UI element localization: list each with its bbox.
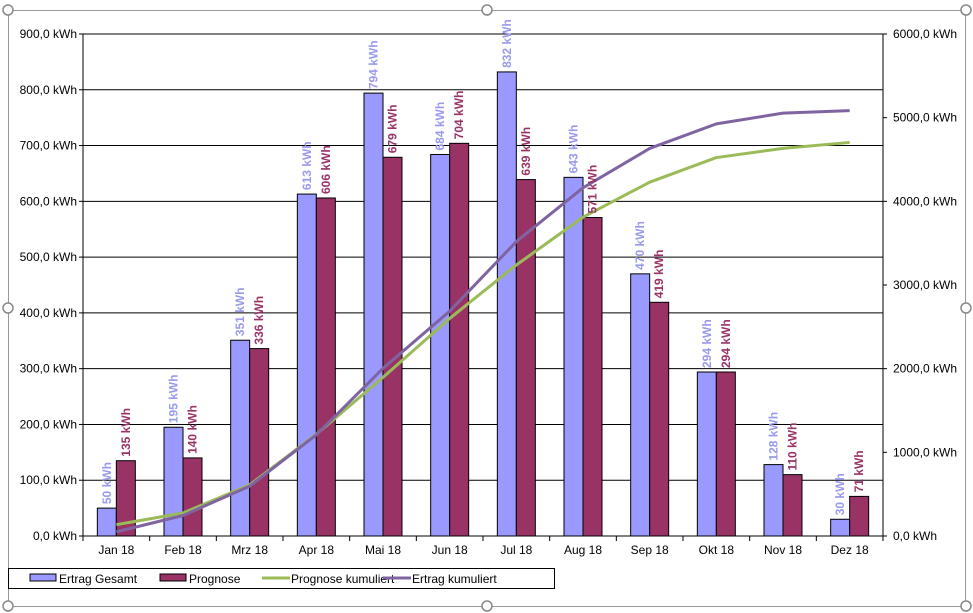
y-left-tick-label: 300,0 kWh xyxy=(20,362,77,376)
data-label: 110 kWh xyxy=(786,423,800,471)
bar-prognose xyxy=(449,142,470,537)
bar-ertrag-gesamt xyxy=(763,464,784,537)
y-left-tick-label: 400,0 kWh xyxy=(20,306,77,320)
bar-prognose xyxy=(649,301,670,537)
bar-ertrag-gesamt xyxy=(696,371,717,537)
data-label: 794 kWh xyxy=(367,40,381,89)
data-label: 704 kWh xyxy=(452,91,466,140)
y-left-tick-label: 800,0 kWh xyxy=(20,83,77,97)
x-tick-label: Jul 18 xyxy=(500,543,532,557)
x-tick-label: Mai 18 xyxy=(365,543,401,557)
data-label: 195 kWh xyxy=(167,375,181,424)
data-label: 71 kWh xyxy=(852,450,866,492)
resize-handle[interactable] xyxy=(960,4,972,16)
bar-ertrag-gesamt xyxy=(496,71,517,537)
y-right-tick-label: 3000,0 kWh xyxy=(893,278,957,292)
x-tick-label: Nov 18 xyxy=(764,543,802,557)
y-right-tick-label: 2000,0 kWh xyxy=(893,362,957,376)
resize-handle[interactable] xyxy=(960,600,972,612)
legend-swatch xyxy=(159,573,187,582)
data-label: 294 kWh xyxy=(719,319,733,368)
y-left-tick-label: 200,0 kWh xyxy=(20,417,77,431)
bar-ertrag-gesamt xyxy=(630,273,651,537)
resize-handle[interactable] xyxy=(481,4,493,16)
x-tick-label: Dez 18 xyxy=(831,543,869,557)
y-left-tick-label: 600,0 kWh xyxy=(20,194,77,208)
y-left-tick-label: 500,0 kWh xyxy=(20,250,77,264)
bar-ertrag-gesamt xyxy=(296,193,317,537)
y-left-tick-label: 900,0 kWh xyxy=(20,27,77,41)
y-right-tick-label: 5000,0 kWh xyxy=(893,111,957,125)
bar-prognose xyxy=(115,460,136,537)
bar-prognose xyxy=(382,156,403,537)
bar-ertrag-gesamt xyxy=(563,176,584,537)
y-right-tick-label: 6000,0 kWh xyxy=(893,27,957,41)
bar-prognose xyxy=(249,348,270,537)
x-tick-label: Sep 18 xyxy=(631,543,669,557)
y-right-tick-label: 1000,0 kWh xyxy=(893,445,957,459)
y-left-tick-label: 0,0 kWh xyxy=(33,529,77,543)
data-label: 679 kWh xyxy=(386,105,400,154)
data-label: 639 kWh xyxy=(519,127,533,176)
y-right-tick-label: 4000,0 kWh xyxy=(893,194,957,208)
bar-ertrag-gesamt xyxy=(363,92,384,537)
x-tick-label: Feb 18 xyxy=(164,543,202,557)
data-label: 336 kWh xyxy=(252,296,266,345)
data-label: 684 kWh xyxy=(433,102,447,151)
resize-handle[interactable] xyxy=(481,600,493,612)
bar-prognose xyxy=(182,457,203,537)
resize-handle[interactable] xyxy=(2,600,14,612)
bar-prognose xyxy=(715,371,736,537)
data-label: 50 kWh xyxy=(100,462,114,504)
data-label: 470 kWh xyxy=(633,221,647,270)
line-ertrag-kumuliert xyxy=(115,109,850,534)
bar-prognose xyxy=(782,474,803,537)
legend-label: Ertrag kumuliert xyxy=(412,572,497,586)
x-tick-label: Aug 18 xyxy=(564,543,602,557)
data-label: 135 kWh xyxy=(119,408,133,457)
bar-prognose xyxy=(849,495,870,537)
data-label: 128 kWh xyxy=(767,412,781,461)
bar-prognose xyxy=(315,197,336,537)
data-label: 832 kWh xyxy=(500,19,514,68)
y-right-tick-label: 0,0 kWh xyxy=(893,529,937,543)
y-left-tick-label: 100,0 kWh xyxy=(20,473,77,487)
data-label: 30 kWh xyxy=(833,473,847,515)
resize-handle[interactable] xyxy=(960,302,972,314)
resize-handle[interactable] xyxy=(2,4,14,16)
data-label: 351 kWh xyxy=(233,288,247,337)
data-label: 606 kWh xyxy=(319,145,333,194)
x-tick-label: Jun 18 xyxy=(432,543,468,557)
data-label: 571 kWh xyxy=(586,165,600,214)
legend-label: Prognose xyxy=(189,572,241,586)
bar-ertrag-gesamt xyxy=(430,153,451,537)
legend-label: Prognose kumuliert xyxy=(291,572,395,586)
bar-ertrag-gesamt xyxy=(96,507,117,537)
x-tick-label: Okt 18 xyxy=(699,543,735,557)
line-prognose-kumuliert xyxy=(116,140,850,527)
data-label: 294 kWh xyxy=(700,319,714,368)
legend-label: Ertrag Gesamt xyxy=(59,572,138,586)
data-label: 140 kWh xyxy=(186,405,200,454)
resize-handle[interactable] xyxy=(2,302,14,314)
legend-swatch xyxy=(29,573,57,582)
data-label: 419 kWh xyxy=(652,250,666,299)
bar-ertrag-gesamt xyxy=(230,339,251,537)
bar-prognose xyxy=(582,217,603,537)
data-label: 643 kWh xyxy=(567,125,581,174)
bar-ertrag-gesamt xyxy=(830,518,851,537)
bar-prognose xyxy=(515,179,536,537)
x-tick-label: Jan 18 xyxy=(98,543,134,557)
x-tick-label: Apr 18 xyxy=(299,543,335,557)
y-left-tick-label: 700,0 kWh xyxy=(20,139,77,153)
x-tick-label: Mrz 18 xyxy=(231,543,268,557)
data-label: 613 kWh xyxy=(300,141,314,190)
